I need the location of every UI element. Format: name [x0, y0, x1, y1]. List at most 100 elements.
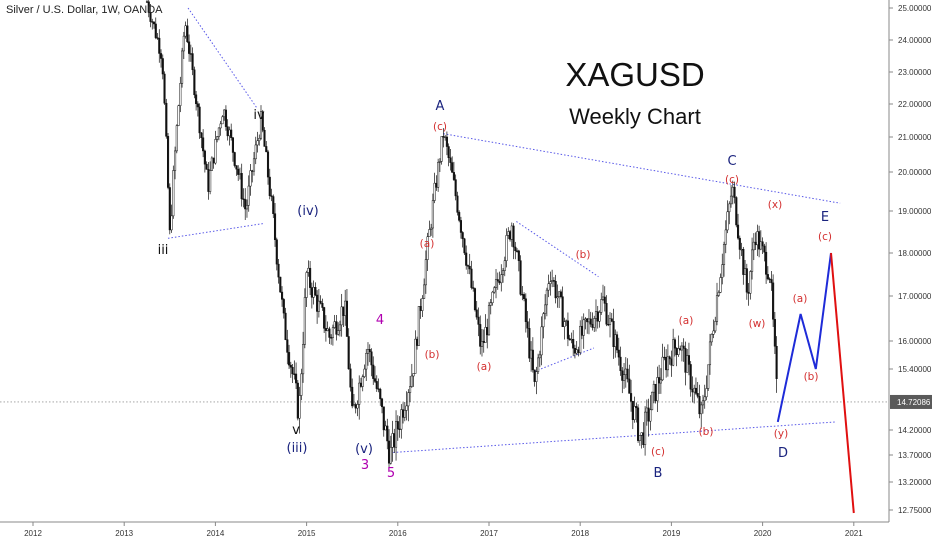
candle-body — [754, 241, 757, 246]
candle-body — [391, 433, 394, 448]
trendline-3 — [393, 421, 836, 453]
candle-body — [373, 378, 377, 382]
candle-body — [749, 271, 752, 294]
candle-body — [295, 373, 298, 384]
candle-body — [651, 391, 654, 411]
wave-label-21: (w) — [749, 318, 766, 330]
candle-body — [666, 356, 669, 371]
candle-body — [319, 300, 322, 304]
candle-body — [368, 349, 371, 353]
wave-label-14: (b) — [576, 249, 591, 261]
candle-body — [763, 245, 766, 253]
candle-body — [238, 173, 242, 175]
wave-label-5: (v) — [355, 442, 373, 457]
candle-body — [263, 129, 266, 147]
price-tick-7: 18.00000 — [898, 249, 932, 258]
candle-body — [454, 179, 457, 197]
candle-body — [365, 353, 368, 370]
candle-body — [258, 137, 261, 142]
candle-body — [326, 328, 329, 331]
candle-body — [156, 37, 159, 39]
time-axis[interactable]: 2012 2013 2014 2015 2016 2017 2018 2019 2020 2021 — [0, 521, 889, 538]
candle-body — [416, 338, 419, 346]
candle-body — [272, 196, 275, 214]
price-tick-0: 25.00000 — [898, 4, 932, 13]
candle-body — [605, 303, 608, 325]
candle-body — [181, 50, 184, 84]
candle-body — [544, 304, 547, 315]
candle-body — [615, 334, 619, 351]
candle-body — [508, 231, 512, 240]
candle-body — [217, 127, 220, 137]
candle-body — [558, 291, 561, 297]
candle-body — [579, 325, 582, 353]
candle-body — [163, 73, 166, 104]
candle-body — [419, 306, 422, 311]
candle-body — [335, 321, 338, 335]
candle-body — [323, 307, 326, 329]
candle-body — [354, 404, 357, 409]
candle-body — [435, 182, 438, 188]
candle-body — [472, 287, 475, 289]
candle-body — [545, 289, 548, 306]
candle-body — [621, 370, 624, 381]
wave-label-18: (b) — [699, 426, 714, 438]
candle-body — [266, 151, 270, 178]
candle-body — [445, 136, 448, 147]
candle-body — [505, 235, 508, 261]
time-tick-5: 2017 — [480, 529, 498, 538]
candle-body — [268, 176, 271, 196]
candle-body — [703, 396, 706, 402]
wave-label-27: (c) — [818, 231, 832, 243]
candle-body — [393, 433, 396, 448]
candle-body — [575, 349, 578, 354]
candle-body — [719, 277, 722, 293]
candle-body — [638, 435, 641, 441]
time-tick-4: 2016 — [389, 529, 407, 538]
candle-body — [410, 375, 413, 387]
candle-body — [328, 328, 331, 338]
candle-body — [333, 321, 336, 328]
price-tick-15: 12.75000 — [898, 506, 932, 515]
candle-body — [747, 291, 750, 294]
candle-body — [158, 37, 161, 54]
candle-body — [752, 241, 755, 251]
candle-body — [736, 224, 740, 239]
candle-body — [245, 205, 249, 210]
candle-body — [273, 213, 277, 240]
candle-body — [738, 237, 741, 250]
candle-body — [298, 395, 301, 419]
candle-body — [214, 139, 217, 164]
candle-body — [428, 229, 431, 237]
candle-body — [195, 94, 198, 105]
candle-body — [256, 140, 259, 146]
candle-body — [288, 352, 291, 366]
price-tick-5: 20.00000 — [898, 168, 932, 177]
candle-body — [521, 294, 524, 296]
symbol-header: Silver / U.S. Dollar, 1W, OANDA — [6, 4, 163, 16]
price-axis[interactable]: 25.00000 24.00000 23.00000 22.00000 21.00000… — [888, 0, 932, 522]
candle-body — [244, 199, 247, 210]
candle-body — [149, 12, 152, 22]
candle-body — [554, 280, 557, 299]
time-tick-1: 2013 — [115, 529, 133, 538]
candle-body — [384, 425, 387, 431]
candle-body — [358, 382, 361, 405]
candle-body — [496, 279, 499, 282]
trendline-4 — [516, 221, 599, 278]
candle-body — [587, 318, 591, 323]
candle-body — [672, 339, 675, 366]
candle-body — [189, 53, 192, 55]
candle-body — [324, 328, 327, 331]
candle-body — [300, 373, 303, 396]
price-tick-9: 16.00000 — [898, 337, 932, 346]
candle-body — [405, 405, 408, 411]
wave-labels: iii iv v (iii) (iv) (v)3 4 5 A (c) (a) (b) (a) (b) (c)… — [158, 99, 832, 481]
candle-body — [280, 291, 284, 300]
candle-body — [412, 373, 415, 377]
candle-body — [468, 265, 471, 270]
candle-body — [537, 357, 540, 372]
candle-body — [403, 410, 406, 418]
candle-body — [591, 323, 594, 328]
candle-body — [624, 368, 627, 375]
